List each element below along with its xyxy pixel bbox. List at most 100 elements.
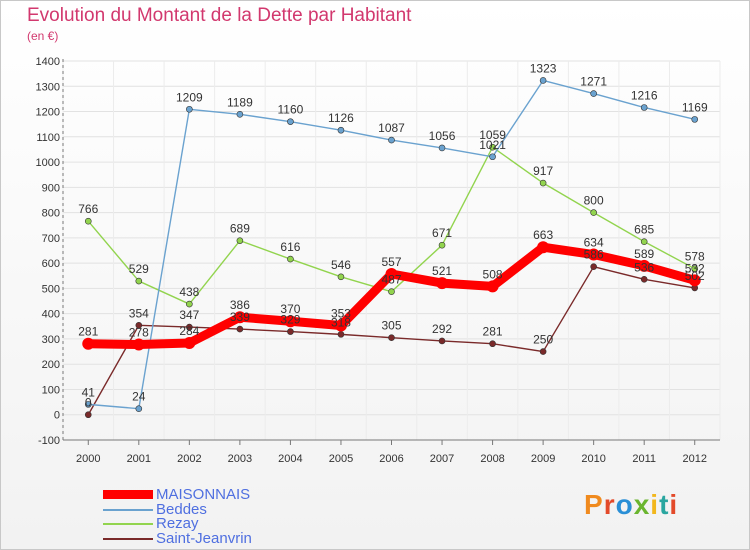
data-label: 1160 — [278, 103, 304, 117]
data-point — [539, 77, 547, 84]
data-label: 1216 — [631, 88, 658, 102]
y-tick-label: 200 — [42, 359, 60, 371]
y-tick-label: -100 — [38, 435, 60, 447]
data-label: 586 — [584, 248, 604, 262]
legend-label-beddes: Beddes — [156, 501, 207, 518]
data-label: 292 — [432, 322, 452, 336]
legend-swatch-saint-jeanvrin — [103, 537, 153, 540]
data-label: 318 — [331, 315, 351, 329]
data-label: 671 — [432, 226, 452, 240]
data-labels: 281 278 284 386 370 353 557 521 508 663 634 589 532 4… — [78, 61, 708, 409]
legend-swatch-maisonnais — [103, 490, 153, 499]
x-tick-label: 2012 — [682, 453, 706, 465]
data-label: 800 — [584, 194, 604, 208]
data-point — [284, 315, 297, 328]
y-tick-label: 0 — [54, 410, 60, 422]
data-point — [388, 288, 395, 295]
x-tick-label: 2011 — [632, 453, 656, 465]
series-lines — [82, 77, 701, 419]
legend-item-rezay: Rezay — [103, 515, 199, 532]
y-tick-label: 100 — [42, 384, 60, 396]
logo-letter: t — [659, 489, 670, 520]
data-point — [337, 331, 345, 338]
data-point — [590, 90, 597, 97]
data-label: 278 — [129, 325, 149, 339]
data-point — [135, 405, 143, 412]
y-tick-label: 800 — [42, 208, 60, 220]
legend-label-rezay: Rezay — [156, 515, 199, 532]
proxiti-logo: Proxiti — [584, 489, 678, 521]
data-label: 766 — [78, 202, 98, 216]
legend-label-saint-jeanvrin: Saint-Jeanvrin — [156, 530, 252, 547]
x-tick-label: 2002 — [177, 453, 201, 465]
data-point — [233, 311, 246, 324]
data-label: 685 — [634, 223, 654, 237]
data-label: 339 — [230, 310, 250, 324]
data-point — [132, 338, 145, 351]
data-point — [334, 319, 347, 332]
data-label: 578 — [685, 250, 705, 264]
data-label: 370 — [280, 302, 300, 316]
logo-letter: o — [615, 489, 634, 520]
data-label: 634 — [584, 236, 604, 250]
data-point — [691, 116, 699, 123]
data-label: 1169 — [682, 100, 708, 114]
data-point — [640, 276, 648, 283]
y-tick-label: 900 — [42, 182, 60, 194]
data-point — [640, 104, 648, 111]
data-label: 438 — [179, 285, 199, 299]
data-label: 1059 — [479, 128, 506, 142]
data-label: 663 — [533, 228, 553, 242]
x-tick-label: 2010 — [581, 453, 605, 465]
data-point — [388, 136, 395, 144]
data-label: 353 — [331, 307, 351, 321]
legend-item-saint-jeanvrin: Saint-Jeanvrin — [103, 530, 252, 547]
data-point — [385, 267, 398, 280]
data-label: 281 — [483, 325, 503, 339]
data-label: 354 — [129, 306, 149, 320]
data-label: 1209 — [176, 90, 203, 104]
data-label: 1087 — [378, 121, 405, 135]
data-point — [186, 323, 193, 331]
data-point — [537, 241, 550, 254]
x-tick-label: 2001 — [127, 453, 151, 465]
data-point — [337, 126, 345, 134]
x-tick-label: 2006 — [379, 453, 403, 465]
data-label: 386 — [230, 298, 250, 312]
data-point — [82, 337, 95, 350]
chart-unit: (en €) — [27, 29, 59, 43]
x-tick-label: 2008 — [480, 453, 504, 465]
logo-letter: P — [584, 489, 604, 520]
data-label: 532 — [685, 261, 705, 275]
data-label: 1271 — [580, 75, 607, 89]
data-label: 1126 — [328, 111, 354, 125]
data-point — [84, 401, 92, 408]
data-label: 1056 — [429, 129, 456, 143]
data-label: 589 — [634, 247, 654, 261]
data-label: 502 — [685, 269, 705, 283]
data-label: 508 — [483, 267, 503, 281]
y-tick-label: 1400 — [36, 56, 60, 68]
data-label: 347 — [179, 308, 199, 322]
data-point — [640, 238, 648, 245]
data-label: 917 — [533, 164, 553, 178]
data-label: 41 — [82, 385, 96, 399]
data-label: 281 — [78, 325, 98, 339]
data-point — [688, 274, 701, 287]
y-tick-label: 300 — [42, 334, 60, 346]
legend-swatch-rezay — [103, 522, 153, 525]
data-label: 0 — [85, 396, 92, 410]
data-label: 487 — [381, 273, 401, 287]
data-label: 557 — [381, 255, 401, 269]
logo-letter: i — [650, 489, 660, 520]
data-point — [236, 237, 244, 244]
legend-item-beddes: Beddes — [103, 501, 207, 518]
data-label: 305 — [381, 319, 401, 333]
data-label: 536 — [634, 260, 654, 274]
x-tick-label: 2004 — [278, 453, 302, 465]
data-point — [539, 179, 547, 187]
data-label: 24 — [132, 390, 146, 404]
y-tick-label: 600 — [42, 258, 60, 270]
data-point — [183, 336, 196, 349]
logo-letter: x — [633, 489, 651, 520]
